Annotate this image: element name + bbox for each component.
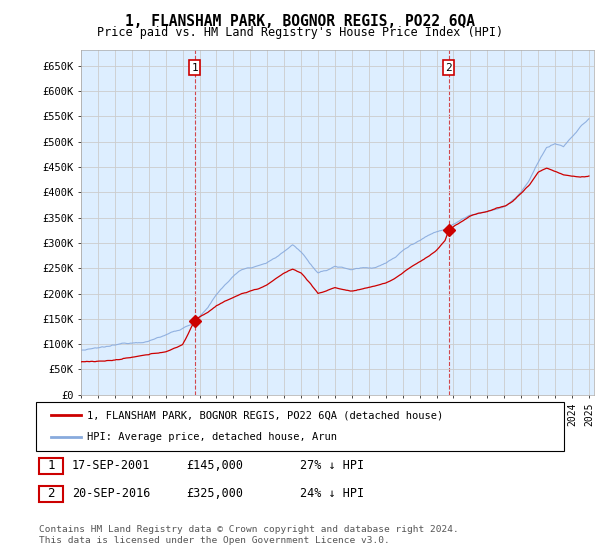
Text: 27% ↓ HPI: 27% ↓ HPI — [300, 459, 364, 473]
Text: Price paid vs. HM Land Registry's House Price Index (HPI): Price paid vs. HM Land Registry's House … — [97, 26, 503, 39]
Text: 1, FLANSHAM PARK, BOGNOR REGIS, PO22 6QA (detached house): 1, FLANSHAM PARK, BOGNOR REGIS, PO22 6QA… — [87, 410, 443, 421]
Text: 24% ↓ HPI: 24% ↓ HPI — [300, 487, 364, 501]
Text: 17-SEP-2001: 17-SEP-2001 — [72, 459, 151, 473]
Text: £325,000: £325,000 — [186, 487, 243, 501]
Text: Contains HM Land Registry data © Crown copyright and database right 2024.
This d: Contains HM Land Registry data © Crown c… — [39, 525, 459, 545]
Text: £145,000: £145,000 — [186, 459, 243, 473]
Text: 2: 2 — [445, 63, 452, 73]
Text: HPI: Average price, detached house, Arun: HPI: Average price, detached house, Arun — [87, 432, 337, 442]
Text: 1: 1 — [191, 63, 198, 73]
Text: 1, FLANSHAM PARK, BOGNOR REGIS, PO22 6QA: 1, FLANSHAM PARK, BOGNOR REGIS, PO22 6QA — [125, 14, 475, 29]
Text: 1: 1 — [47, 459, 55, 473]
Text: 20-SEP-2016: 20-SEP-2016 — [72, 487, 151, 501]
Text: 2: 2 — [47, 487, 55, 501]
